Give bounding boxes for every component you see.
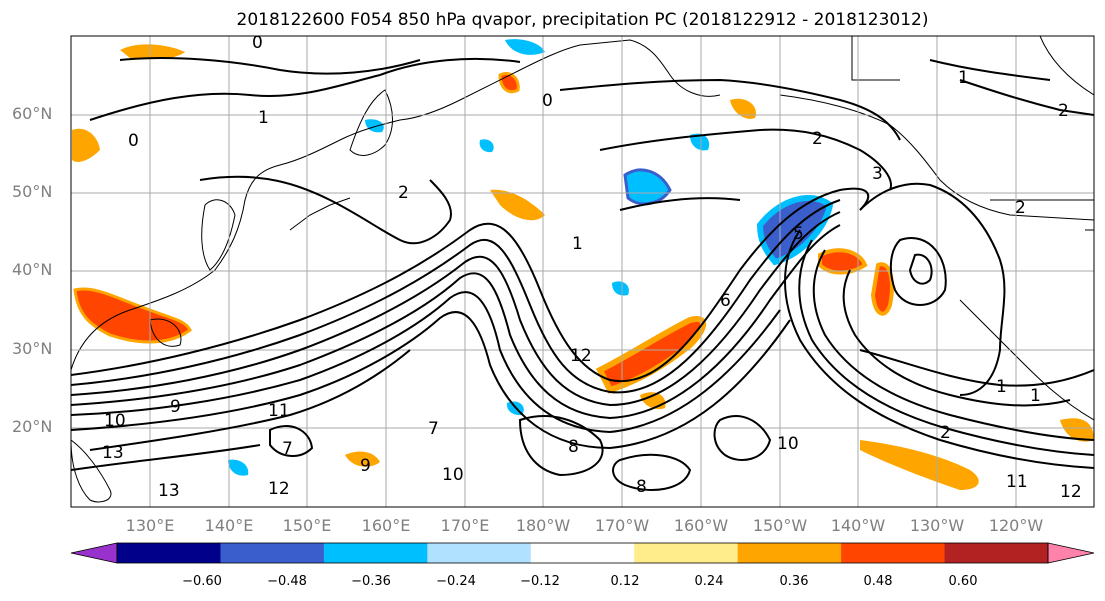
contour-label: 13 [102,443,124,463]
contour-label: 8 [636,477,647,497]
contour-label: 2 [1015,198,1026,218]
lat-label-60n: 60°N [12,104,53,123]
lat-label-40n: 40°N [12,260,53,279]
contour-label: 5 [793,224,804,244]
contour-label: 13 [158,481,180,501]
colorbar-tick-label: 0.36 [779,574,809,589]
colorbar-segment [841,543,946,563]
colorbar-segment [634,543,739,563]
contour-label: 11 [268,401,290,421]
lon-label-170w: 170°W [594,516,650,535]
contour-label: 12 [1060,482,1082,502]
contour-label: 1 [958,68,969,88]
contour-label: 6 [720,291,731,311]
colorbar-segment [530,543,635,563]
lon-label-130e: 130°E [125,516,175,535]
contour-label: 3 [872,164,883,184]
colorbar-frame [116,542,1049,564]
lat-label-50n: 50°N [12,182,53,201]
lat-label-20n: 20°N [12,417,53,436]
lon-label-150e: 150°E [282,516,332,535]
colorbar-segment [737,543,842,563]
lon-label-130w: 130°W [909,516,965,535]
lon-label-140w: 140°W [830,516,886,535]
lat-label-30n: 30°N [12,339,53,358]
colorbar-segment [427,543,532,563]
contour-label: 1 [1030,386,1041,406]
colorbar-tick-label: −0.12 [520,574,560,589]
colorbar-segment [117,543,221,563]
coastlines [71,36,1094,503]
map-frame [70,35,1095,508]
colorbar-tick-label: 0.60 [948,574,978,589]
contour-label: 8 [568,437,579,457]
colorbar-tick-label: 0.24 [694,574,724,589]
colorbar-tick-label: −0.48 [267,574,307,589]
colorbar [70,542,1095,564]
lon-label-180w: 180°W [515,516,571,535]
contour-label: 1 [572,234,583,254]
contour-label: 0 [252,33,263,53]
colorbar-tick-label: 0.48 [863,574,893,589]
contour-label: 10 [777,434,799,454]
lon-label-120w: 120°W [988,516,1044,535]
colorbar-tick-label: −0.24 [436,574,476,589]
contour-label: 10 [104,411,126,431]
contour-label: 1 [996,377,1007,397]
contour-label: 10 [442,465,464,485]
colorbar-extend-high [1047,542,1095,564]
colorbar-segment [944,543,1049,563]
lon-label-150w: 150°W [752,516,808,535]
contour-label: 12 [570,346,592,366]
colorbar-tick-label: 0.12 [610,574,640,589]
contour-label: 2 [1058,101,1069,121]
contour-label: 7 [282,439,293,459]
lon-label-160w: 160°W [673,516,729,535]
colorbar-segment [220,543,325,563]
contour-label: 1 [258,108,269,128]
contour-label: 9 [170,397,181,417]
colorbar-tick-label: −0.36 [351,574,391,589]
gridlines [71,36,1094,507]
contour-label: 11 [1006,472,1028,492]
contour-label: 2 [940,423,951,443]
lon-label-160e: 160°E [361,516,411,535]
colorbar-extend-low [70,542,118,564]
contour-label: 2 [398,183,409,203]
colorbar-tick-label: −0.60 [182,574,222,589]
contour-label: 12 [268,479,290,499]
lon-label-140e: 140°E [204,516,254,535]
qvapor-contours [71,57,1094,491]
lon-label-170e: 170°E [440,516,490,535]
colorbar-segment [323,543,428,563]
contour-label: 0 [128,131,139,151]
contour-label: 9 [360,456,371,476]
contour-label: 7 [428,419,439,439]
contour-label: 2 [812,129,823,149]
contour-label: 0 [542,91,553,111]
map-title: 2018122600 F054 850 hPa qvapor, precipit… [236,10,929,30]
